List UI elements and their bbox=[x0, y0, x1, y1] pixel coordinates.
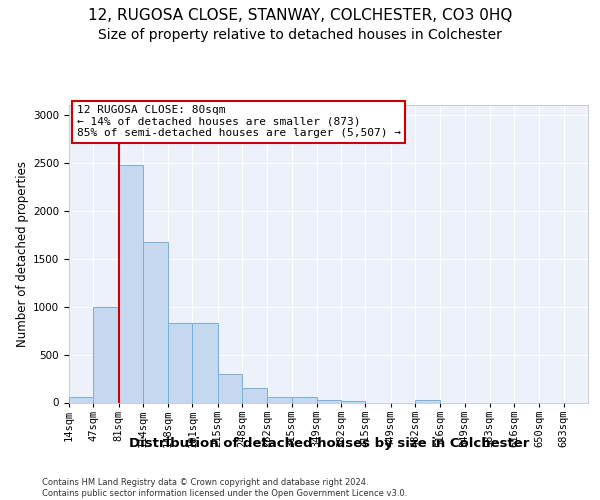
Text: 12, RUGOSA CLOSE, STANWAY, COLCHESTER, CO3 0HQ: 12, RUGOSA CLOSE, STANWAY, COLCHESTER, C… bbox=[88, 8, 512, 22]
Text: Distribution of detached houses by size in Colchester: Distribution of detached houses by size … bbox=[128, 438, 529, 450]
Bar bbox=[341, 400, 365, 402]
Bar bbox=[218, 374, 242, 402]
Bar bbox=[143, 242, 168, 402]
Bar bbox=[292, 397, 317, 402]
Text: Contains HM Land Registry data © Crown copyright and database right 2024.
Contai: Contains HM Land Registry data © Crown c… bbox=[42, 478, 407, 498]
Y-axis label: Number of detached properties: Number of detached properties bbox=[16, 161, 29, 347]
Text: 12 RUGOSA CLOSE: 80sqm
← 14% of detached houses are smaller (873)
85% of semi-de: 12 RUGOSA CLOSE: 80sqm ← 14% of detached… bbox=[77, 105, 401, 138]
Bar bbox=[119, 166, 143, 402]
Text: Size of property relative to detached houses in Colchester: Size of property relative to detached ho… bbox=[98, 28, 502, 42]
Bar bbox=[94, 306, 119, 402]
Bar bbox=[242, 388, 267, 402]
Bar bbox=[415, 400, 440, 402]
Bar bbox=[317, 400, 341, 402]
Bar bbox=[69, 396, 94, 402]
Bar bbox=[168, 323, 193, 402]
Bar bbox=[267, 396, 292, 402]
Bar bbox=[193, 323, 218, 402]
